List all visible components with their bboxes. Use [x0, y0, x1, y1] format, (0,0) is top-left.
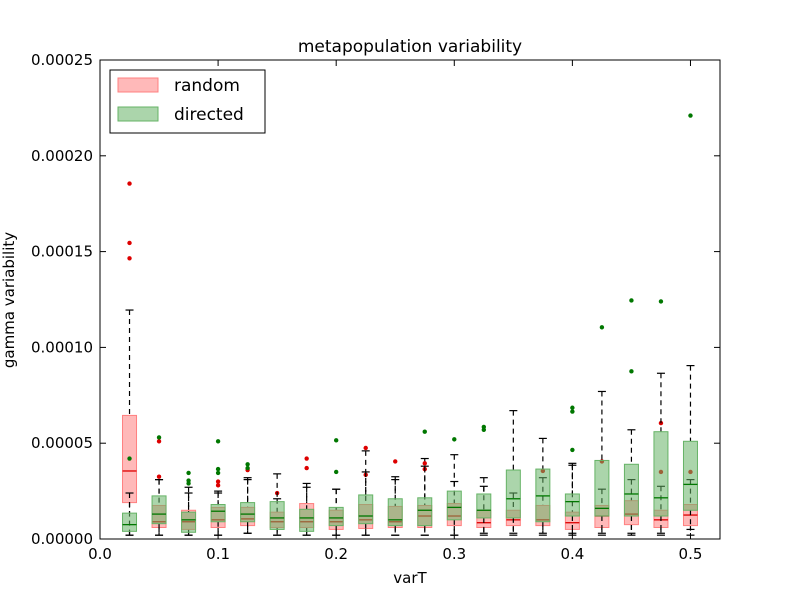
directed-box: [476, 493, 492, 519]
directed-outlier: [422, 429, 427, 434]
directed-box: [151, 495, 167, 525]
directed-outlier: [333, 438, 339, 443]
random-outlier: [127, 181, 132, 186]
directed-outlier: [570, 447, 575, 453]
x-tick-label: 0.4: [560, 545, 584, 563]
directed-outlier: [570, 409, 575, 414]
directed-outlier: [186, 481, 191, 486]
plot-frame: [99, 59, 721, 540]
legend-swatch-random: [117, 77, 159, 93]
directed-outlier: [156, 435, 162, 440]
directed-box: [682, 440, 698, 511]
random-outlier: [422, 461, 427, 466]
directed-box: [387, 498, 403, 527]
legend-swatch-directed: [117, 106, 159, 122]
directed-outlier: [215, 439, 221, 444]
directed-outlier: [186, 470, 191, 476]
directed-box: [122, 512, 138, 532]
directed-outlier: [629, 369, 634, 374]
directed-outlier: [629, 298, 634, 303]
directed-outlier: [599, 325, 605, 330]
x-axis-label: varT: [393, 569, 427, 587]
directed-outlier: [127, 456, 132, 461]
directed-box: [181, 511, 197, 533]
x-tick-label: 0.5: [679, 545, 703, 563]
directed-box: [358, 494, 374, 525]
x-tick-label: 0.2: [324, 545, 348, 563]
directed-outlier: [688, 113, 693, 118]
directed-box: [240, 502, 256, 523]
directed-box: [623, 463, 639, 517]
random-outlier: [127, 256, 132, 261]
x-tick-label: 0.0: [88, 545, 112, 563]
axes: 0.0 0.1 0.2 0.3 0.4 0.5 0.00000 0.00005 0.00010 0…: [31, 51, 721, 563]
y-axis-label: gamma variability: [0, 232, 18, 368]
directed-box: [594, 459, 610, 517]
x-tick-label: 0.3: [442, 545, 466, 563]
directed-outlier: [333, 469, 339, 475]
y-tick-label: 0.00025: [31, 51, 93, 69]
plot-area: [122, 113, 698, 536]
directed-box: [299, 508, 315, 532]
directed-box: [564, 493, 580, 517]
y-tick-label: 0.00015: [31, 243, 93, 261]
directed-outlier: [481, 427, 487, 432]
random-outlier: [215, 483, 221, 488]
directed-box: [328, 506, 344, 527]
directed-box: [653, 431, 669, 517]
directed-outlier: [215, 470, 221, 476]
directed-outlier: [215, 466, 221, 472]
legend: random directed: [109, 69, 266, 134]
directed-outlier: [245, 462, 250, 467]
directed-outlier: [570, 405, 575, 410]
x-tick-label: 0.1: [206, 545, 230, 563]
legend-label-random: random: [174, 76, 240, 96]
directed-outlier: [658, 299, 664, 304]
random-outlier: [156, 474, 162, 479]
directed-box: [210, 504, 226, 523]
directed-box: [417, 497, 433, 527]
series-directed: [122, 113, 698, 536]
series-random: [122, 181, 698, 536]
directed-box: [446, 490, 462, 521]
directed-box: [505, 469, 521, 519]
directed-box: [269, 501, 285, 530]
y-tick-label: 0.00010: [31, 338, 93, 356]
random-outlier: [393, 459, 398, 464]
random-outlier: [304, 465, 309, 471]
directed-outlier: [452, 437, 457, 442]
y-tick-label: 0.00020: [31, 147, 93, 165]
random-outlier: [156, 439, 162, 444]
chart-title: metapopulation variability: [298, 37, 522, 57]
random-outlier: [215, 479, 221, 484]
random-outlier: [127, 240, 132, 246]
legend-label-directed: directed: [174, 105, 244, 125]
random-outlier: [363, 445, 368, 451]
y-tick-label: 0.00000: [31, 530, 93, 548]
random-outlier: [304, 456, 309, 461]
directed-outlier: [245, 465, 250, 471]
y-tick-label: 0.00005: [31, 434, 93, 452]
